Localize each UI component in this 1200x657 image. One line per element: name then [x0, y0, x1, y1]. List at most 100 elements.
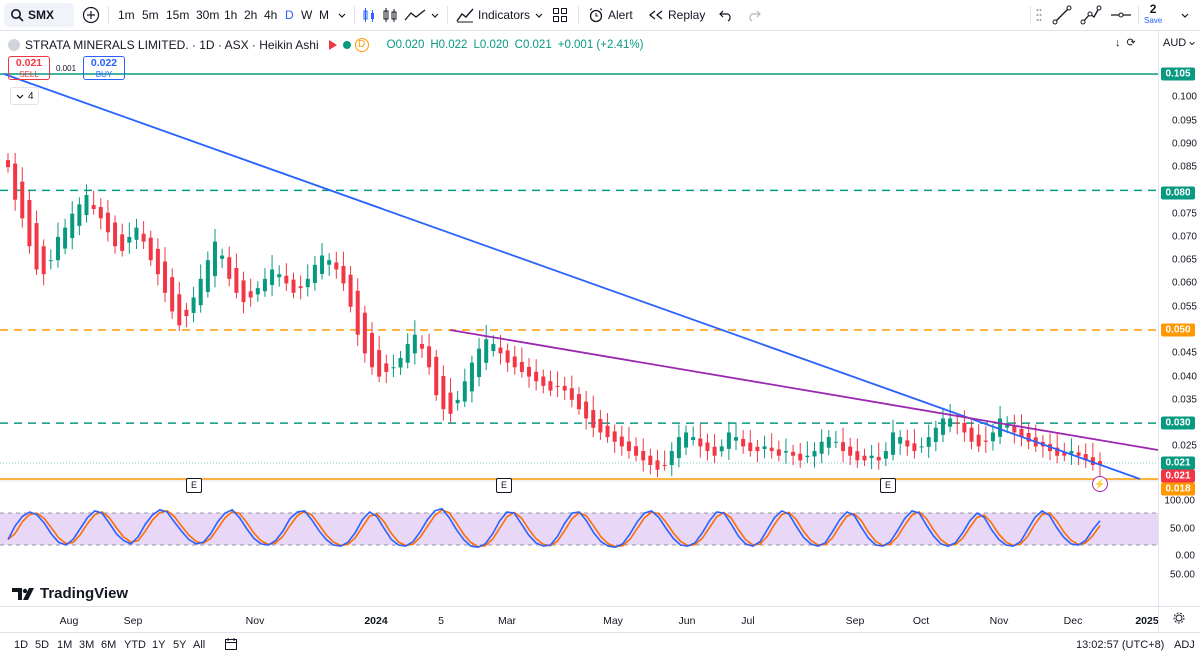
candle-body — [812, 451, 817, 457]
candle-body — [20, 181, 25, 219]
undo-button[interactable] — [718, 0, 734, 30]
currency-label: AUD — [1163, 37, 1187, 49]
arrow-down-icon[interactable]: ↓ — [1115, 36, 1121, 49]
tradingview-logo[interactable]: TradingView — [12, 585, 128, 602]
refresh-icon[interactable]: ⟳ — [1126, 37, 1136, 49]
candle-body — [419, 344, 424, 349]
price-tick: 0.045 — [1171, 347, 1197, 359]
bottom-toolbar: 13:02:57 (UTC+8) ADJ 1D 5D 1M 3M 6M YTD 1Y 5Y Al… — [0, 632, 1200, 657]
horizontal-ray-tool[interactable] — [1110, 0, 1132, 30]
alert-button[interactable]: Alert — [588, 0, 633, 30]
collapsed-count: 4 — [28, 90, 34, 102]
time-label: Mar — [497, 615, 517, 627]
earnings-badge[interactable]: E — [880, 478, 896, 493]
candle-body — [63, 227, 68, 249]
range-1M[interactable]: 1M — [57, 639, 73, 651]
data-delay-badge[interactable]: D — [342, 38, 369, 52]
candle-body — [826, 437, 831, 448]
price-label: 0.018 — [1161, 482, 1195, 496]
price-axis[interactable]: ↓ ⟳ AUD 0.100 0.095 0.090 0.085 0.075 0.070 0.… — [1115, 31, 1200, 624]
range-All[interactable]: All — [193, 639, 206, 651]
interval-1h[interactable]: 1h — [224, 8, 238, 22]
chevron-down-icon — [1181, 13, 1189, 18]
buy-price: 0.022 — [90, 57, 118, 69]
interval-M[interactable]: M — [319, 8, 329, 22]
candle-body — [676, 437, 681, 459]
candle-body — [291, 279, 296, 293]
candle-body — [455, 399, 460, 404]
sell-button[interactable]: 0.021 SELL — [8, 56, 50, 80]
range-YTD[interactable]: YTD — [124, 639, 146, 651]
currency-select[interactable]: AUD — [1163, 37, 1196, 49]
candle-body — [220, 255, 225, 259]
time-axis[interactable]: Aug Sep Nov 2024 5 Mar May Jun Jul Sep Oct Nov Dec 20… — [0, 606, 1159, 633]
indicators-dropdown[interactable] — [534, 0, 544, 30]
interval-15m[interactable]: 15m — [166, 8, 190, 22]
date-range-button[interactable] — [224, 637, 238, 654]
candles-style-button[interactable] — [382, 0, 398, 30]
save-button[interactable]: 2 Save — [1144, 0, 1162, 30]
candle-body — [127, 236, 132, 243]
earnings-badge[interactable]: E — [186, 478, 202, 493]
range-1D[interactable]: 1D — [14, 639, 29, 651]
chart-canvas[interactable] — [0, 31, 1158, 606]
indicators-collapse-button[interactable]: 4 — [10, 87, 39, 105]
bar-style-button[interactable] — [362, 0, 376, 30]
range-5D[interactable]: 5D — [35, 639, 50, 651]
candle-body — [755, 446, 760, 452]
range-5Y[interactable]: 5Y — [173, 639, 187, 651]
interval-5m[interactable]: 5m — [142, 8, 159, 22]
candle-body — [255, 288, 260, 295]
add-symbol-button[interactable] — [82, 0, 100, 30]
trend-line-tool[interactable] — [1052, 0, 1072, 30]
clock[interactable]: 13:02:57 (UTC+8) — [1076, 639, 1165, 651]
buy-label: BUY — [95, 70, 113, 79]
price-tick: 0.075 — [1171, 208, 1197, 220]
time-label: Aug — [59, 615, 79, 627]
lightning-icon[interactable]: ⚡ — [1092, 476, 1108, 492]
time-label: Jun — [678, 615, 696, 627]
candle-body — [619, 436, 624, 447]
drag-handle-icon[interactable] — [1036, 0, 1042, 30]
legend-title[interactable]: STRATA MINERALS LIMITED. · 1D · ASX · He… — [25, 38, 319, 52]
candle-body — [1069, 451, 1074, 454]
interval-2h[interactable]: 2h — [244, 8, 258, 22]
replay-button[interactable]: Replay — [648, 0, 705, 30]
path-tool[interactable] — [1080, 0, 1102, 30]
candle-body — [91, 205, 96, 209]
range-1Y[interactable]: 1Y — [152, 639, 166, 651]
indicators-button[interactable]: Indicators — [456, 0, 530, 30]
line-chart-icon — [404, 9, 426, 21]
price-tick: 0.065 — [1171, 254, 1197, 266]
candle-body — [712, 446, 717, 456]
range-3M[interactable]: 3M — [79, 639, 95, 651]
candle-body — [205, 260, 210, 293]
candle-body — [305, 278, 310, 288]
buy-button[interactable]: 0.022 BUY — [83, 56, 125, 80]
candle-body — [84, 195, 89, 216]
divider — [354, 6, 355, 24]
price-tick: 0.070 — [1171, 231, 1197, 243]
symbol-search[interactable]: SMX — [4, 3, 74, 27]
interval-1m[interactable]: 1m — [118, 8, 135, 22]
interval-W[interactable]: W — [301, 8, 313, 22]
candle-body — [1055, 447, 1060, 456]
candle-body — [869, 455, 874, 459]
line-style-button[interactable] — [404, 0, 426, 30]
candle-body — [933, 427, 938, 442]
price-tick: 0.095 — [1171, 115, 1197, 127]
interval-D[interactable]: D — [285, 8, 294, 22]
range-6M[interactable]: 6M — [101, 639, 117, 651]
flag-icon[interactable] — [328, 40, 337, 50]
redo-button[interactable] — [746, 0, 762, 30]
interval-4h[interactable]: 4h — [264, 8, 278, 22]
interval-dropdown-button[interactable] — [337, 0, 347, 30]
settings-gear-icon[interactable] — [1173, 611, 1185, 629]
save-dropdown[interactable] — [1180, 0, 1190, 30]
earnings-badge[interactable]: E — [496, 478, 512, 493]
candle-body — [412, 334, 417, 354]
chart-type-dropdown[interactable] — [430, 0, 440, 30]
layouts-button[interactable] — [552, 0, 568, 30]
interval-30m[interactable]: 30m — [196, 8, 220, 22]
adjust-button[interactable]: ADJ — [1174, 639, 1195, 651]
